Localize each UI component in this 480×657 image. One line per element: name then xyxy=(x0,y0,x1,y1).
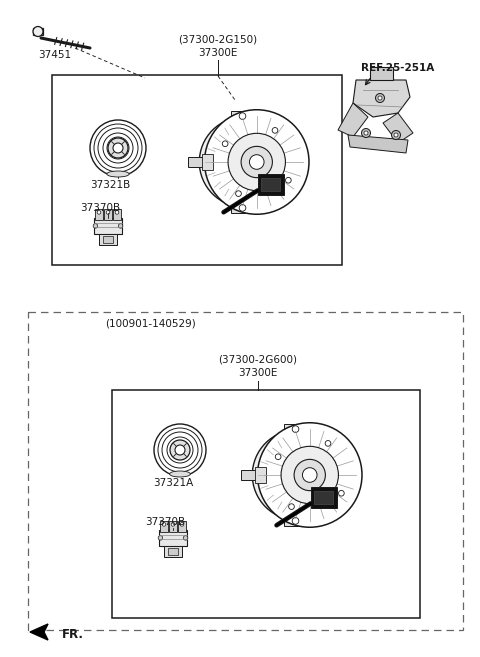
Bar xyxy=(103,236,113,243)
Circle shape xyxy=(180,522,184,526)
Circle shape xyxy=(241,147,272,177)
Circle shape xyxy=(364,131,368,135)
Circle shape xyxy=(204,110,309,214)
Circle shape xyxy=(288,504,294,509)
Text: 37300E: 37300E xyxy=(238,368,278,378)
Ellipse shape xyxy=(107,171,129,177)
Bar xyxy=(255,467,266,483)
Text: 37451: 37451 xyxy=(38,50,72,60)
Bar xyxy=(113,209,120,219)
Text: 37370B: 37370B xyxy=(80,203,120,213)
Text: 37321A: 37321A xyxy=(153,478,193,488)
Circle shape xyxy=(183,535,188,540)
Polygon shape xyxy=(231,112,262,121)
Bar xyxy=(168,548,179,555)
Bar xyxy=(169,521,177,532)
Text: (37300-2G600): (37300-2G600) xyxy=(218,355,298,365)
Circle shape xyxy=(228,133,286,191)
Circle shape xyxy=(113,143,123,153)
Bar xyxy=(314,491,334,505)
Text: (100901-140529): (100901-140529) xyxy=(105,318,196,328)
Polygon shape xyxy=(338,103,368,137)
Circle shape xyxy=(154,424,206,476)
Circle shape xyxy=(252,430,343,520)
Circle shape xyxy=(257,422,362,528)
Circle shape xyxy=(175,445,185,455)
Circle shape xyxy=(115,211,119,214)
Circle shape xyxy=(292,518,299,524)
Bar xyxy=(202,154,213,170)
Circle shape xyxy=(90,120,146,176)
Circle shape xyxy=(239,204,246,211)
Circle shape xyxy=(158,535,163,540)
Polygon shape xyxy=(383,113,413,143)
Circle shape xyxy=(171,522,175,526)
Polygon shape xyxy=(33,28,43,35)
Bar xyxy=(189,157,203,167)
Bar xyxy=(262,178,280,191)
Circle shape xyxy=(294,459,325,491)
Text: REF.25-251A: REF.25-251A xyxy=(361,63,434,73)
Circle shape xyxy=(286,177,291,183)
Bar xyxy=(96,209,103,219)
Circle shape xyxy=(325,441,331,446)
Bar xyxy=(311,487,337,509)
Circle shape xyxy=(272,127,278,133)
Circle shape xyxy=(222,141,228,147)
Polygon shape xyxy=(348,135,408,153)
Bar xyxy=(179,521,186,532)
Circle shape xyxy=(275,454,281,460)
Circle shape xyxy=(338,490,344,496)
Circle shape xyxy=(97,211,101,214)
Text: (37300-2G150): (37300-2G150) xyxy=(179,35,258,45)
Polygon shape xyxy=(284,424,314,434)
Bar xyxy=(258,174,284,195)
Bar xyxy=(164,546,182,556)
Circle shape xyxy=(93,223,97,228)
Ellipse shape xyxy=(169,471,191,477)
Circle shape xyxy=(375,93,384,102)
Circle shape xyxy=(281,446,338,504)
Bar xyxy=(28,312,463,630)
Text: 37370B: 37370B xyxy=(145,517,185,527)
Polygon shape xyxy=(370,67,393,80)
Polygon shape xyxy=(231,203,262,213)
Bar xyxy=(105,209,111,219)
Circle shape xyxy=(236,191,241,196)
Circle shape xyxy=(361,129,371,137)
Circle shape xyxy=(239,113,246,120)
Circle shape xyxy=(162,522,166,526)
Bar xyxy=(158,530,187,546)
Circle shape xyxy=(170,440,190,460)
Bar xyxy=(160,521,168,532)
Polygon shape xyxy=(30,624,48,640)
Bar xyxy=(52,75,342,265)
Text: 37321B: 37321B xyxy=(90,180,130,190)
Circle shape xyxy=(199,117,289,207)
Polygon shape xyxy=(353,80,410,117)
Circle shape xyxy=(108,138,128,158)
Bar xyxy=(241,470,256,480)
Bar xyxy=(94,218,122,234)
Circle shape xyxy=(119,223,123,228)
Circle shape xyxy=(392,131,400,139)
Circle shape xyxy=(378,96,382,100)
Circle shape xyxy=(250,154,264,170)
Circle shape xyxy=(302,468,317,482)
Circle shape xyxy=(394,133,398,137)
Bar xyxy=(99,234,117,245)
Text: FR.: FR. xyxy=(62,629,84,641)
Bar xyxy=(112,390,420,618)
Circle shape xyxy=(33,26,43,37)
Polygon shape xyxy=(284,516,314,526)
Text: 37300E: 37300E xyxy=(198,48,238,58)
Circle shape xyxy=(292,426,299,432)
Circle shape xyxy=(106,211,110,214)
